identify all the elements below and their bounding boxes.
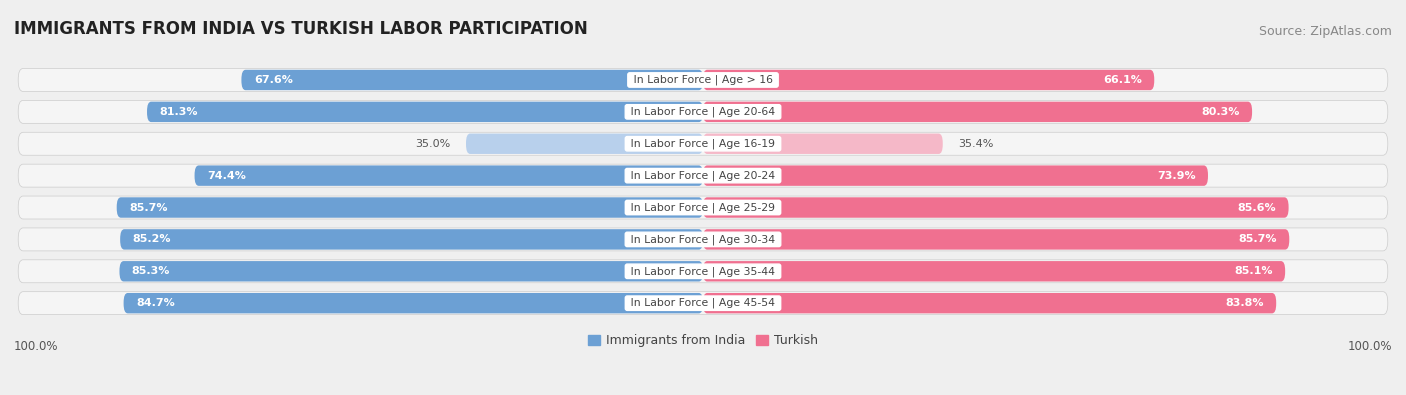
Text: 85.6%: 85.6%: [1237, 203, 1277, 213]
FancyBboxPatch shape: [703, 166, 1208, 186]
Text: 85.2%: 85.2%: [132, 234, 172, 245]
Text: 81.3%: 81.3%: [159, 107, 198, 117]
Text: 100.0%: 100.0%: [1347, 340, 1392, 353]
Text: 84.7%: 84.7%: [136, 298, 174, 308]
FancyBboxPatch shape: [703, 102, 1253, 122]
FancyBboxPatch shape: [124, 293, 703, 313]
FancyBboxPatch shape: [120, 261, 703, 282]
Text: 35.4%: 35.4%: [957, 139, 993, 149]
FancyBboxPatch shape: [18, 164, 1388, 187]
FancyBboxPatch shape: [703, 70, 1154, 90]
Text: 85.7%: 85.7%: [129, 203, 167, 213]
FancyBboxPatch shape: [117, 198, 703, 218]
FancyBboxPatch shape: [18, 68, 1388, 92]
Text: In Labor Force | Age 16-19: In Labor Force | Age 16-19: [627, 139, 779, 149]
FancyBboxPatch shape: [703, 134, 943, 154]
Text: In Labor Force | Age 20-64: In Labor Force | Age 20-64: [627, 107, 779, 117]
Text: 85.7%: 85.7%: [1239, 234, 1277, 245]
FancyBboxPatch shape: [18, 228, 1388, 251]
Text: 100.0%: 100.0%: [14, 340, 59, 353]
Text: 67.6%: 67.6%: [254, 75, 292, 85]
FancyBboxPatch shape: [465, 134, 703, 154]
FancyBboxPatch shape: [194, 166, 703, 186]
FancyBboxPatch shape: [703, 261, 1285, 282]
Text: In Labor Force | Age > 16: In Labor Force | Age > 16: [630, 75, 776, 85]
Text: 85.3%: 85.3%: [132, 266, 170, 276]
Text: In Labor Force | Age 20-24: In Labor Force | Age 20-24: [627, 170, 779, 181]
Text: 83.8%: 83.8%: [1225, 298, 1264, 308]
FancyBboxPatch shape: [703, 229, 1289, 250]
FancyBboxPatch shape: [18, 132, 1388, 155]
FancyBboxPatch shape: [120, 229, 703, 250]
Text: 35.0%: 35.0%: [416, 139, 451, 149]
Text: IMMIGRANTS FROM INDIA VS TURKISH LABOR PARTICIPATION: IMMIGRANTS FROM INDIA VS TURKISH LABOR P…: [14, 20, 588, 38]
Text: In Labor Force | Age 45-54: In Labor Force | Age 45-54: [627, 298, 779, 308]
Text: In Labor Force | Age 35-44: In Labor Force | Age 35-44: [627, 266, 779, 276]
FancyBboxPatch shape: [18, 100, 1388, 123]
Text: Source: ZipAtlas.com: Source: ZipAtlas.com: [1258, 25, 1392, 38]
Text: In Labor Force | Age 25-29: In Labor Force | Age 25-29: [627, 202, 779, 213]
Text: 73.9%: 73.9%: [1157, 171, 1195, 181]
Text: 66.1%: 66.1%: [1102, 75, 1142, 85]
FancyBboxPatch shape: [703, 198, 1289, 218]
FancyBboxPatch shape: [18, 260, 1388, 283]
Text: 85.1%: 85.1%: [1234, 266, 1272, 276]
FancyBboxPatch shape: [18, 292, 1388, 315]
Text: 80.3%: 80.3%: [1201, 107, 1240, 117]
Text: In Labor Force | Age 30-34: In Labor Force | Age 30-34: [627, 234, 779, 245]
FancyBboxPatch shape: [148, 102, 703, 122]
FancyBboxPatch shape: [703, 293, 1277, 313]
Legend: Immigrants from India, Turkish: Immigrants from India, Turkish: [582, 329, 824, 352]
FancyBboxPatch shape: [242, 70, 703, 90]
Text: 74.4%: 74.4%: [207, 171, 246, 181]
FancyBboxPatch shape: [18, 196, 1388, 219]
